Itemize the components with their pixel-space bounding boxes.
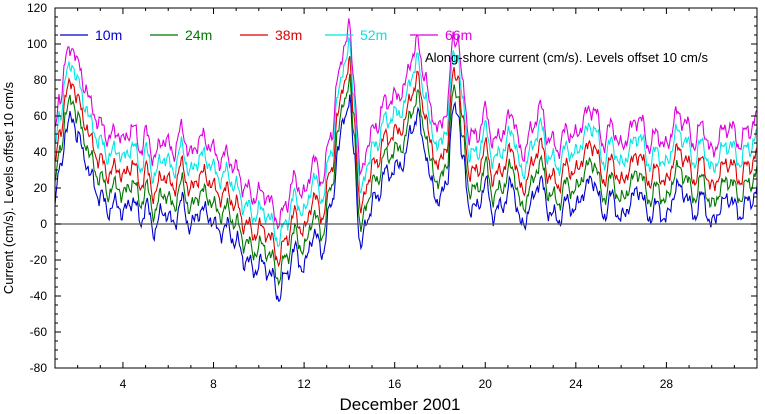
legend: 10m 24m 38m 52m 66m <box>60 27 472 43</box>
x-tick-label: 20 <box>479 377 493 391</box>
x-tick-label: 28 <box>660 377 674 391</box>
x-tick-label: 12 <box>297 377 311 391</box>
x-axis-label: December 2001 <box>340 395 461 414</box>
series-line-66m <box>54 18 758 230</box>
y-tick-label: -80 <box>30 361 48 375</box>
series-line-24m <box>54 73 758 287</box>
y-tick-label: 100 <box>27 37 47 51</box>
plot-area <box>54 18 758 302</box>
legend-label-66m: 66m <box>445 27 472 43</box>
legend-label-52m: 52m <box>360 27 387 43</box>
y-tick-label: 40 <box>34 145 48 159</box>
x-tick-label: 16 <box>388 377 402 391</box>
series-line-52m <box>54 37 758 247</box>
x-tick-label: 8 <box>210 377 217 391</box>
y-tick-label: 60 <box>34 109 48 123</box>
y-tick-label: -20 <box>30 253 48 267</box>
y-axis: -80 -60 -40 -20 0 20 40 60 80 100 120 <box>27 1 757 375</box>
y-tick-label: -60 <box>30 325 48 339</box>
series-line-38m <box>54 56 758 268</box>
x-tick-label: 24 <box>569 377 583 391</box>
legend-label-10m: 10m <box>95 27 122 43</box>
y-tick-label: 120 <box>27 1 47 15</box>
legend-label-38m: 38m <box>275 27 302 43</box>
x-axis: 4 8 12 16 20 24 28 <box>54 8 758 391</box>
series-line-10m <box>54 94 758 302</box>
chart-annotation: Along-shore current (cm/s). Levels offse… <box>425 50 708 65</box>
y-tick-label: 80 <box>34 73 48 87</box>
y-axis-label: Current (cm/s). Levels offset 10 cm/s <box>1 81 16 294</box>
legend-label-24m: 24m <box>185 27 212 43</box>
y-tick-label: -40 <box>30 289 48 303</box>
y-tick-label: 0 <box>40 217 47 231</box>
y-tick-label: 20 <box>34 181 48 195</box>
x-tick-label: 4 <box>120 377 127 391</box>
